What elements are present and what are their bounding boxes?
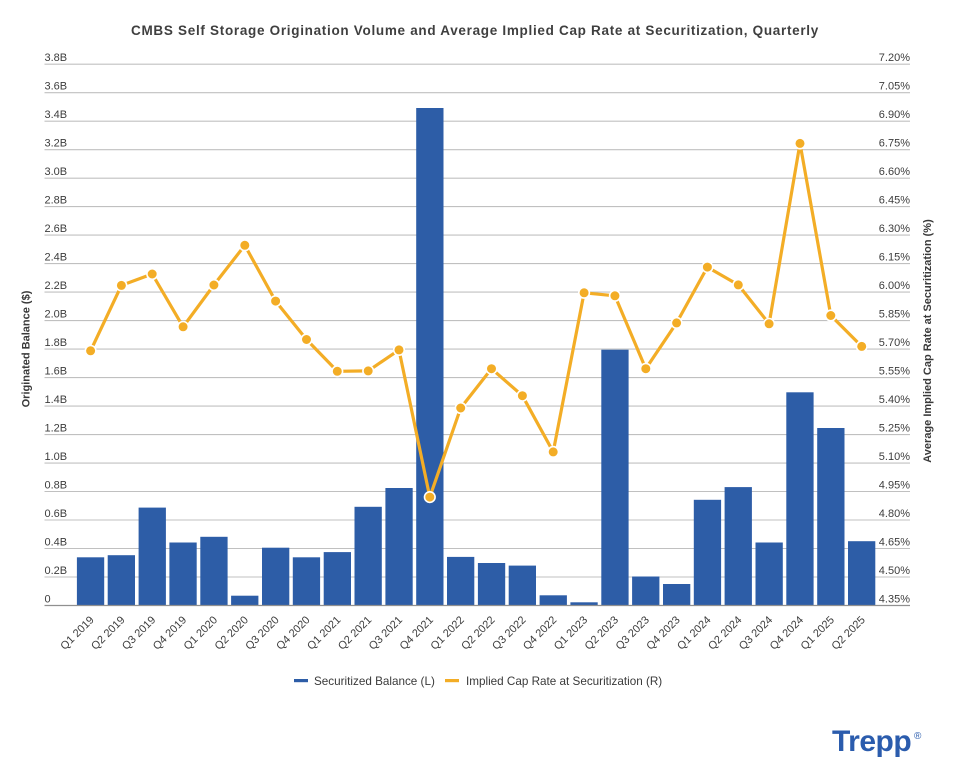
svg-text:7.20%: 7.20% bbox=[879, 52, 910, 64]
svg-text:3.0B: 3.0B bbox=[45, 166, 68, 178]
svg-text:0.2B: 0.2B bbox=[45, 565, 68, 577]
svg-text:7.05%: 7.05% bbox=[879, 81, 910, 93]
svg-text:3.4B: 3.4B bbox=[45, 109, 68, 121]
svg-text:6.90%: 6.90% bbox=[879, 109, 910, 121]
svg-text:2.4B: 2.4B bbox=[45, 251, 68, 263]
svg-text:4.80%: 4.80% bbox=[879, 508, 910, 520]
svg-text:®: ® bbox=[914, 731, 922, 742]
svg-text:0.8B: 0.8B bbox=[45, 479, 68, 491]
svg-text:4.50%: 4.50% bbox=[879, 565, 910, 577]
svg-text:Originated Balance ($): Originated Balance ($) bbox=[21, 290, 33, 407]
svg-text:2.6B: 2.6B bbox=[45, 223, 68, 235]
svg-text:6.30%: 6.30% bbox=[879, 223, 910, 235]
svg-text:1.0B: 1.0B bbox=[45, 451, 68, 463]
svg-text:3.2B: 3.2B bbox=[45, 138, 68, 150]
svg-text:Implied Cap Rate at Securitiza: Implied Cap Rate at Securitization (R) bbox=[466, 675, 662, 688]
svg-text:4.65%: 4.65% bbox=[879, 536, 910, 548]
svg-text:CMBS Self Storage Origination: CMBS Self Storage Origination Volume and… bbox=[131, 23, 819, 38]
svg-text:6.45%: 6.45% bbox=[879, 194, 910, 206]
svg-text:5.55%: 5.55% bbox=[879, 365, 910, 377]
svg-text:2.0B: 2.0B bbox=[45, 308, 68, 320]
svg-text:6.75%: 6.75% bbox=[879, 138, 910, 150]
svg-text:0.4B: 0.4B bbox=[45, 536, 68, 548]
svg-text:2.2B: 2.2B bbox=[45, 280, 68, 292]
svg-text:5.40%: 5.40% bbox=[879, 394, 910, 406]
svg-text:5.85%: 5.85% bbox=[879, 308, 910, 320]
svg-text:2.8B: 2.8B bbox=[45, 194, 68, 206]
svg-text:5.25%: 5.25% bbox=[879, 422, 910, 434]
svg-text:3.8B: 3.8B bbox=[45, 52, 68, 64]
svg-text:3.6B: 3.6B bbox=[45, 81, 68, 93]
svg-text:6.60%: 6.60% bbox=[879, 166, 910, 178]
svg-text:5.10%: 5.10% bbox=[879, 451, 910, 463]
svg-text:1.8B: 1.8B bbox=[45, 337, 68, 349]
svg-text:4.35%: 4.35% bbox=[879, 593, 910, 605]
svg-text:5.70%: 5.70% bbox=[879, 337, 910, 349]
svg-text:Trepp: Trepp bbox=[832, 725, 911, 758]
svg-text:1.2B: 1.2B bbox=[45, 422, 68, 434]
svg-text:1.4B: 1.4B bbox=[45, 394, 68, 406]
svg-text:0.6B: 0.6B bbox=[45, 508, 68, 520]
svg-text:0: 0 bbox=[45, 593, 51, 605]
svg-text:4.95%: 4.95% bbox=[879, 479, 910, 491]
svg-text:Average Implied Cap Rate at Se: Average Implied Cap Rate at Securitizati… bbox=[922, 219, 934, 463]
svg-text:Securitized Balance (L): Securitized Balance (L) bbox=[314, 675, 435, 688]
svg-text:1.6B: 1.6B bbox=[45, 365, 68, 377]
svg-text:6.00%: 6.00% bbox=[879, 280, 910, 292]
svg-text:6.15%: 6.15% bbox=[879, 251, 910, 263]
